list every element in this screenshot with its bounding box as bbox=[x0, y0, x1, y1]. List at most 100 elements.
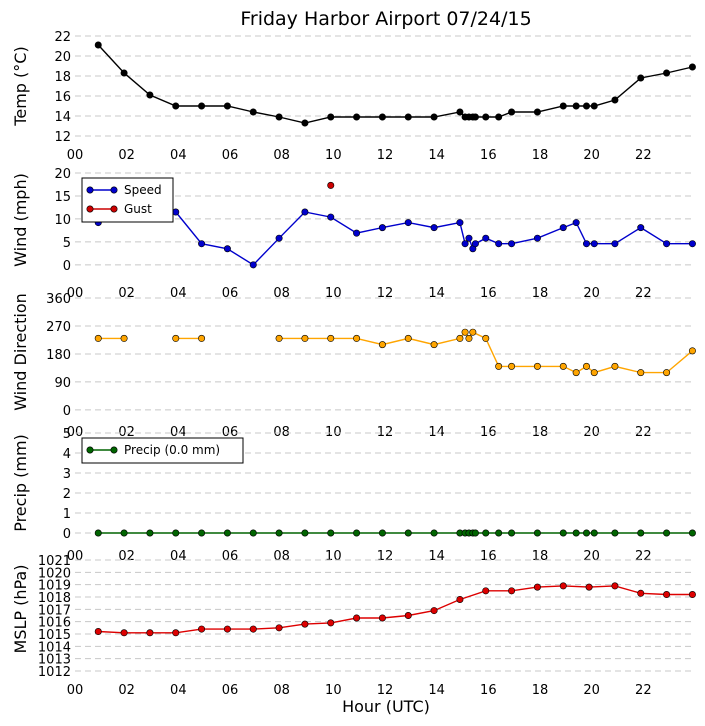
data-point bbox=[471, 113, 479, 121]
data-point bbox=[572, 529, 580, 537]
y-axis-label: Wind (mph) bbox=[11, 173, 30, 267]
data-point bbox=[465, 334, 473, 342]
data-point bbox=[508, 529, 516, 537]
y-tick-label: 1013 bbox=[38, 653, 71, 668]
x-tick-label: 08 bbox=[273, 425, 290, 440]
y-tick-label: 5 bbox=[63, 427, 71, 442]
data-point bbox=[172, 102, 180, 110]
y-tick-label: 1012 bbox=[38, 665, 71, 680]
data-point bbox=[353, 229, 361, 237]
data-point bbox=[611, 529, 619, 537]
x-tick-label: 16 bbox=[480, 148, 497, 163]
chart-title: Friday Harbor Airport 07/24/15 bbox=[240, 8, 531, 30]
data-point bbox=[508, 587, 516, 595]
data-point bbox=[94, 334, 102, 342]
x-tick-label: 18 bbox=[532, 148, 549, 163]
data-point bbox=[404, 113, 412, 121]
x-axis-label: Hour (UTC) bbox=[342, 697, 430, 716]
data-point bbox=[301, 529, 309, 537]
data-point bbox=[663, 240, 671, 248]
y-tick-label: 1015 bbox=[38, 628, 71, 643]
data-point bbox=[94, 628, 102, 636]
x-tick-label: 20 bbox=[583, 683, 600, 698]
y-tick-label: 12 bbox=[54, 130, 71, 145]
data-point bbox=[663, 529, 671, 537]
data-point bbox=[353, 529, 361, 537]
series-direction bbox=[94, 328, 696, 377]
data-point bbox=[495, 529, 503, 537]
data-point bbox=[611, 240, 619, 248]
y-tick-label: 22 bbox=[54, 30, 71, 45]
series-precip-0-0-mm bbox=[94, 529, 696, 537]
data-point bbox=[456, 108, 464, 116]
legend: Speed Gust bbox=[81, 177, 174, 223]
data-point bbox=[688, 347, 696, 355]
series-line bbox=[98, 585, 693, 634]
y-tick-label: 5 bbox=[63, 236, 71, 251]
data-point bbox=[275, 113, 283, 121]
data-point bbox=[637, 369, 645, 377]
x-tick-label: 00 bbox=[67, 683, 84, 698]
data-point bbox=[353, 113, 361, 121]
x-tick-label: 08 bbox=[273, 683, 290, 698]
data-point bbox=[94, 41, 102, 49]
data-point bbox=[327, 113, 335, 121]
x-tick-label: 04 bbox=[170, 148, 187, 163]
x-tick-label: 02 bbox=[118, 286, 135, 301]
data-point bbox=[533, 108, 541, 116]
y-tick-label: 10 bbox=[54, 213, 71, 228]
data-point bbox=[456, 219, 464, 227]
x-tick-label: 22 bbox=[635, 286, 652, 301]
x-tick-label: 18 bbox=[532, 683, 549, 698]
data-point bbox=[223, 245, 231, 253]
data-point bbox=[146, 91, 154, 99]
data-point bbox=[559, 224, 567, 232]
data-point bbox=[378, 224, 386, 232]
panel-temp: 12 14 16 18 20 22 Temp (°C) 00 02 04 06 08 10 12 14 16 1… bbox=[11, 30, 696, 163]
data-point bbox=[430, 607, 438, 615]
y-tick-label: 15 bbox=[54, 190, 71, 205]
y-tick-label: 3 bbox=[63, 467, 71, 482]
x-tick-label: 18 bbox=[532, 286, 549, 301]
panel-wind: 0 5 10 15 20 Wind (mph) 00 02 04 06 08 10 12 14 16 18 20… bbox=[11, 167, 696, 301]
data-point bbox=[327, 619, 335, 627]
data-point bbox=[611, 96, 619, 104]
data-point bbox=[688, 591, 696, 599]
data-point bbox=[404, 529, 412, 537]
y-tick-label: 0 bbox=[63, 527, 71, 542]
panel-mslp: 1012101310141015101610171018101910201021… bbox=[11, 554, 696, 698]
data-point bbox=[482, 334, 490, 342]
y-tick-label: 1017 bbox=[38, 603, 71, 618]
data-point bbox=[223, 102, 231, 110]
data-point bbox=[353, 614, 361, 622]
x-tick-label: 16 bbox=[480, 549, 497, 564]
y-axis-label: MSLP (hPa) bbox=[11, 565, 30, 654]
x-tick-label: 06 bbox=[222, 549, 239, 564]
data-point bbox=[637, 529, 645, 537]
data-point bbox=[275, 624, 283, 632]
data-point bbox=[533, 234, 541, 242]
data-point bbox=[533, 362, 541, 370]
data-point bbox=[172, 208, 180, 216]
data-point bbox=[378, 529, 386, 537]
y-tick-label: 2 bbox=[63, 487, 71, 502]
x-tick-label: 06 bbox=[222, 286, 239, 301]
data-point bbox=[590, 369, 598, 377]
x-tick-label: 14 bbox=[428, 683, 445, 698]
data-point bbox=[249, 625, 257, 633]
y-tick-label: 90 bbox=[54, 376, 71, 391]
legend-marker bbox=[86, 205, 94, 213]
y-axis-label: Precip (mm) bbox=[11, 434, 30, 532]
data-point bbox=[559, 102, 567, 110]
legend-label: Precip (0.0 mm) bbox=[124, 443, 220, 457]
y-tick-label: 16 bbox=[54, 90, 71, 105]
data-point bbox=[572, 219, 580, 227]
y-tick-label: 1016 bbox=[38, 616, 71, 631]
series-gust bbox=[327, 181, 335, 189]
data-point bbox=[495, 113, 503, 121]
data-point bbox=[404, 219, 412, 227]
data-point bbox=[495, 362, 503, 370]
y-tick-label: 20 bbox=[54, 50, 71, 65]
data-point bbox=[611, 362, 619, 370]
